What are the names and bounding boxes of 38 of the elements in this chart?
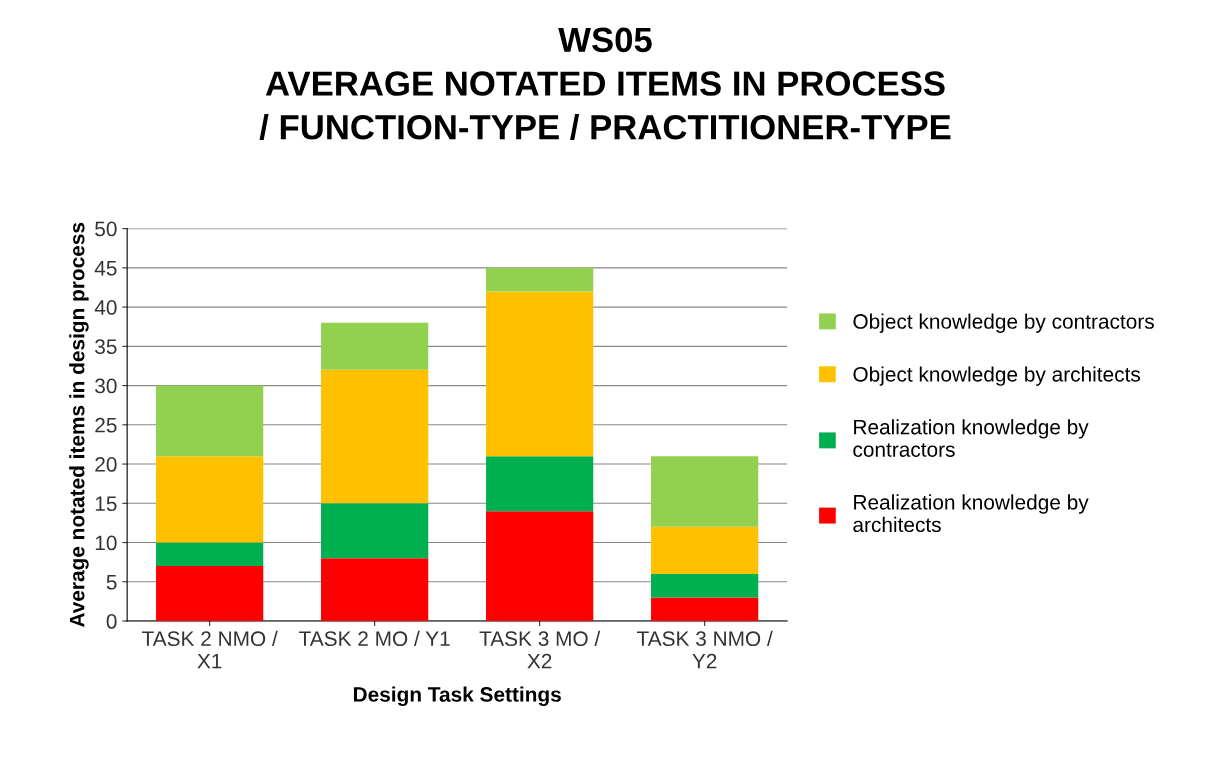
bar	[486, 511, 594, 622]
legend-label: Object knowledge by contractors	[853, 313, 1154, 333]
bar	[486, 456, 594, 512]
bar	[156, 456, 264, 543]
y-tick-label: 50	[95, 221, 117, 237]
bar	[321, 503, 429, 559]
y-tick-label: 35	[95, 339, 117, 355]
x-tick-label: TASK 2 MO / Y1	[299, 630, 450, 647]
y-tick-label: 10	[95, 535, 117, 551]
y-tick-label: 0	[106, 614, 117, 629]
bar	[486, 291, 594, 457]
y-tick-label: 20	[95, 457, 117, 472]
y-tick-label: 45	[94, 261, 117, 276]
bar	[321, 558, 429, 622]
y-tick-label: 40	[94, 300, 117, 315]
bar	[156, 385, 264, 457]
bar	[321, 322, 429, 370]
y-tick-label: 25	[95, 417, 117, 433]
y-tick-label: 5	[106, 575, 117, 590]
chart-title: WS05 AVERAGE NOTATED ITEMS IN PROCESS / FUNCTION-TYPE / PRACTITIONER-TYPE	[259, 27, 951, 140]
x-axis-title: Design Task Settings	[353, 686, 561, 707]
y-tick-label: 15	[95, 496, 117, 512]
legend-label: Realization knowledge by contractors	[853, 419, 1089, 457]
bar	[651, 526, 759, 574]
bar	[321, 369, 429, 504]
x-tick-label: TASK 3 MO / X2	[479, 630, 601, 669]
bar	[651, 573, 759, 598]
legend-label: Object knowledge by architects	[853, 366, 1141, 386]
bar	[486, 267, 594, 292]
x-tick-label: TASK 3 NMO / Y2	[637, 630, 773, 669]
bar	[651, 597, 759, 622]
legend-label: Realization knowledge by architects	[853, 494, 1089, 533]
bar	[156, 566, 264, 622]
bar	[651, 456, 759, 527]
y-tick-label: 30	[95, 378, 117, 394]
x-tick-label: TASK 2 NMO / X1	[142, 630, 278, 669]
y-axis-title: Average notated items in design process	[69, 222, 89, 628]
bar	[156, 542, 264, 567]
